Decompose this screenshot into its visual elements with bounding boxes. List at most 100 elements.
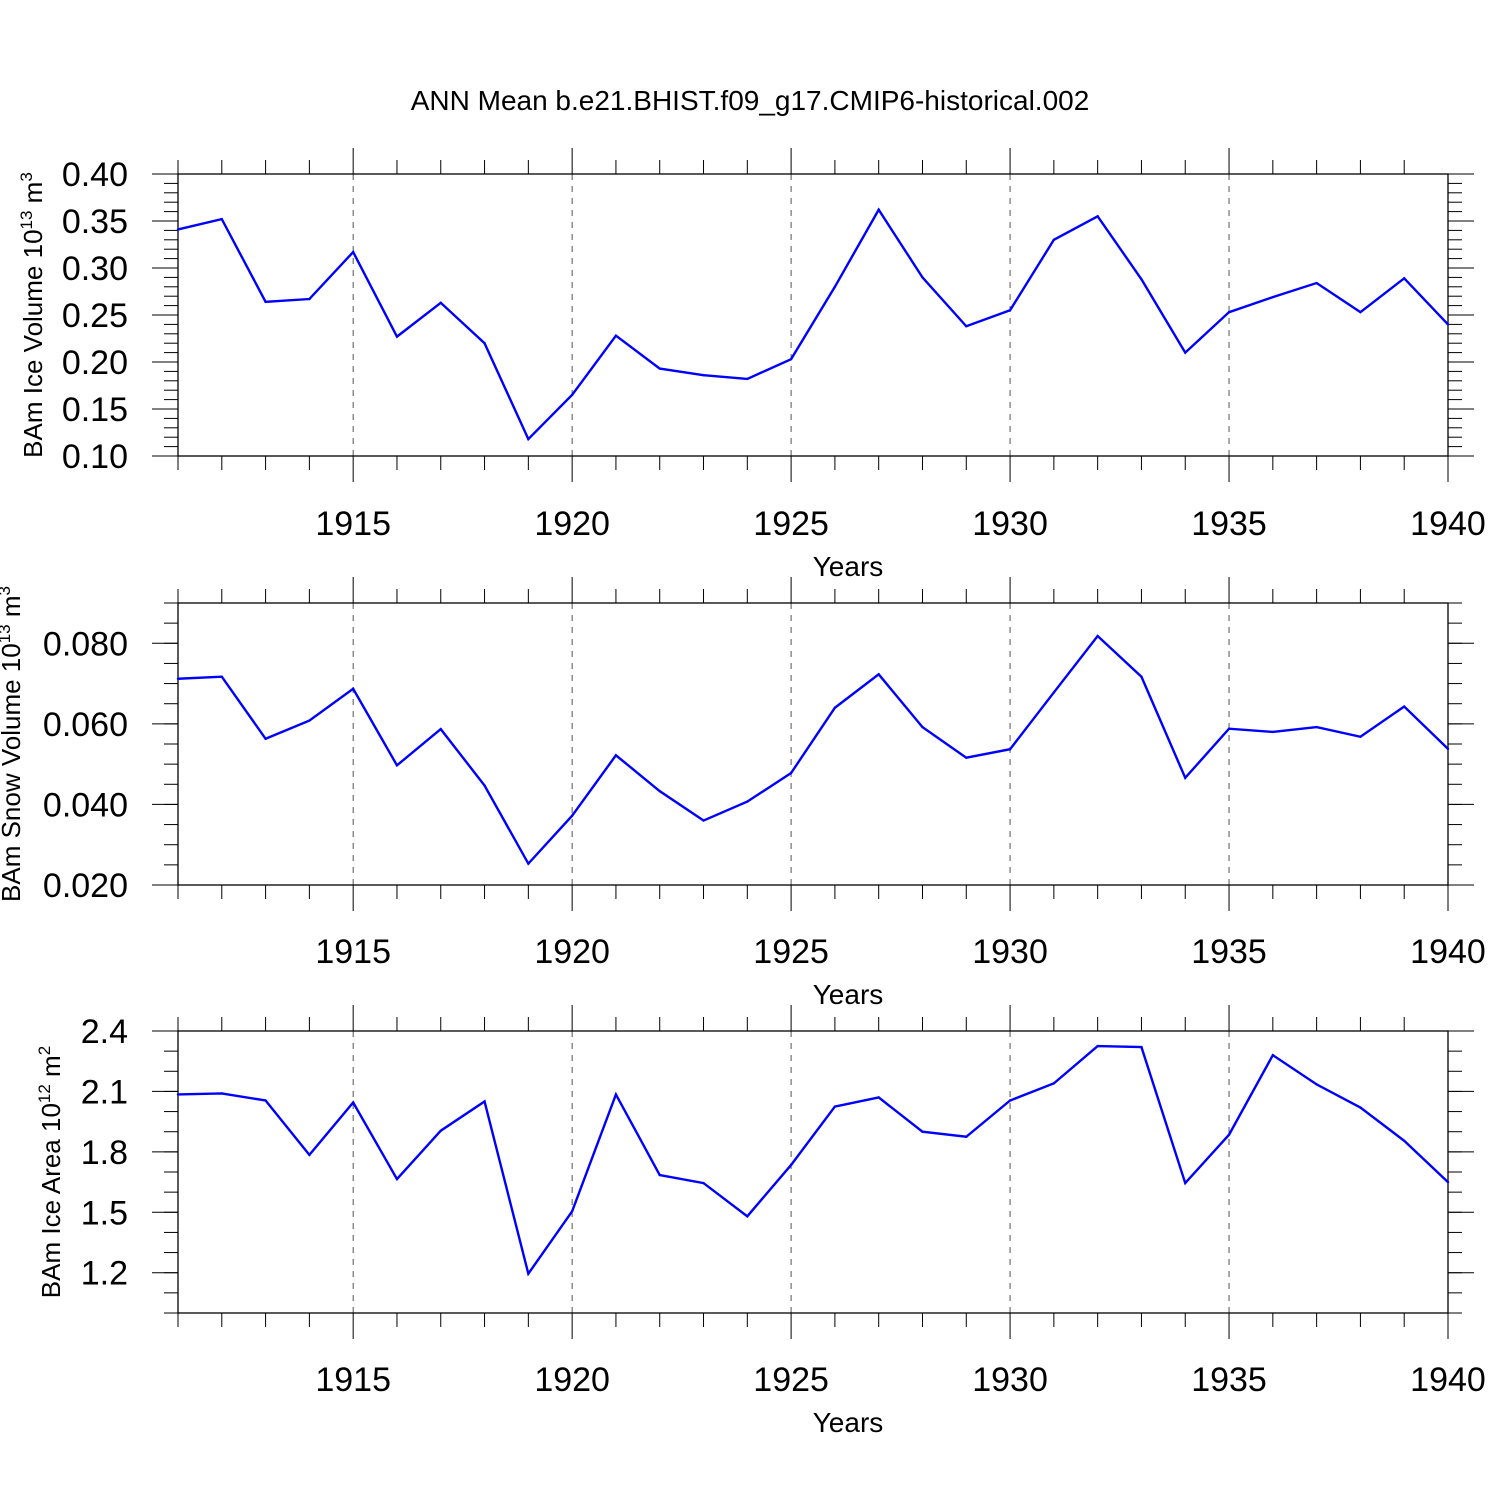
- y-axis-label: BAm Ice Area 1012 m2: [35, 1046, 66, 1298]
- data-point: [614, 334, 618, 337]
- y-tick-label: 0.40: [62, 156, 128, 194]
- data-point: [483, 342, 486, 345]
- data-point: [220, 1092, 223, 1095]
- data-point: [308, 719, 311, 722]
- y-label-unit: m: [0, 595, 26, 624]
- data-point: [1315, 725, 1318, 729]
- x-tick-label: 1925: [753, 505, 829, 543]
- data-point: [1403, 277, 1406, 280]
- x-tick-label: 1920: [534, 505, 610, 543]
- data-point: [833, 1105, 837, 1108]
- y-tick-label: 1.2: [81, 1255, 128, 1293]
- y-label-exponent: 13: [17, 211, 36, 230]
- data-point: [527, 437, 530, 441]
- data-point: [1140, 278, 1143, 281]
- y-axis-label: BAm Snow Volume 1013 m3: [0, 586, 26, 902]
- x-tick-label: 1915: [315, 1361, 391, 1399]
- data-point: [877, 1096, 880, 1099]
- data-point: [921, 725, 924, 729]
- data-point: [395, 764, 399, 767]
- x-tick-label: 1940: [1410, 933, 1486, 971]
- panel-3: 1.2 1.5 1.8 2.1 2.4 1915 1920 1925 1930 1935 1940 Y…: [35, 1005, 1486, 1438]
- data-point: [264, 300, 267, 304]
- x-tick-label: 1930: [972, 933, 1048, 971]
- x-tick-label: 1915: [315, 933, 391, 971]
- data-point: [1008, 1099, 1012, 1102]
- x-axis-label: Years: [813, 1407, 884, 1438]
- y-label-exponent: 13: [0, 624, 14, 643]
- y-label-unit-exponent: 3: [17, 172, 36, 181]
- y-tick-label: 1.5: [81, 1194, 128, 1232]
- data-point: [1052, 691, 1056, 694]
- y-tick-label: 2.4: [81, 1013, 128, 1051]
- y-label-main: BAm Snow Volume 10: [0, 643, 26, 902]
- data-point: [658, 367, 661, 370]
- y-tick-label: 0.040: [43, 786, 128, 824]
- data-point: [746, 800, 749, 803]
- x-tick-label: 1930: [972, 505, 1048, 543]
- data-point: [789, 1163, 793, 1167]
- data-point: [1446, 1180, 1450, 1184]
- data-point: [1271, 730, 1275, 734]
- data-point: [658, 1173, 661, 1177]
- plot-frame: [177, 1030, 1449, 1314]
- data-point: [746, 1215, 749, 1218]
- y-tick-label: 0.30: [62, 250, 128, 288]
- x-tick-label: 1935: [1191, 1361, 1267, 1399]
- x-tick-label: 1940: [1410, 1361, 1486, 1399]
- data-point: [877, 208, 880, 211]
- data-point: [176, 228, 180, 231]
- data-point: [220, 675, 223, 678]
- data-point: [789, 357, 793, 361]
- data-point: [702, 1181, 705, 1185]
- x-axis-label: Years: [813, 551, 884, 582]
- data-point: [1359, 1106, 1362, 1109]
- data-point: [1096, 634, 1099, 638]
- x-tick-label: 1920: [534, 1361, 610, 1399]
- data-point: [1403, 705, 1406, 708]
- y-label-unit: m: [18, 182, 48, 211]
- data-point: [1315, 1083, 1318, 1086]
- data-point: [1446, 323, 1450, 326]
- data-point: [351, 250, 355, 254]
- data-point: [308, 297, 311, 301]
- data-point: [570, 393, 574, 397]
- x-tick-label: 1920: [534, 933, 610, 971]
- data-point: [395, 1177, 399, 1181]
- x-tick-label: 1925: [753, 933, 829, 971]
- data-point: [527, 862, 530, 865]
- y-axis-label: BAm Ice Volume 1013 m3: [17, 172, 48, 458]
- data-point: [395, 335, 399, 338]
- x-tick-label: 1930: [972, 1361, 1048, 1399]
- x-tick-label: 1915: [315, 505, 391, 543]
- data-point: [921, 276, 924, 279]
- data-point: [1140, 1045, 1143, 1049]
- data-point: [176, 1093, 180, 1096]
- panel-1: 0.10 0.15 0.20 0.25 0.30 0.35 0.40 1915 1920 1925…: [17, 148, 1486, 582]
- y-tick-label: 0.35: [62, 203, 128, 241]
- data-point: [176, 677, 180, 680]
- y-label-unit-exponent: 3: [0, 586, 14, 595]
- data-point: [921, 1130, 924, 1133]
- x-axis-label: Years: [813, 979, 884, 1010]
- plot-frame: [177, 173, 1449, 457]
- data-point: [833, 706, 837, 709]
- data-point: [833, 285, 837, 288]
- data-point: [483, 1100, 486, 1103]
- data-point: [1227, 310, 1231, 314]
- series-line: [177, 634, 1449, 866]
- data-point: [439, 1129, 442, 1132]
- y-tick-label: 0.25: [62, 297, 128, 335]
- data-point: [220, 217, 223, 221]
- data-point: [965, 325, 968, 328]
- data-point: [264, 1099, 267, 1102]
- data-point: [746, 377, 749, 381]
- y-label-exponent: 12: [35, 1084, 54, 1103]
- data-point: [789, 771, 793, 775]
- series-line: [177, 1044, 1449, 1277]
- data-point: [439, 727, 442, 731]
- data-point: [1184, 1181, 1187, 1185]
- y-tick-label: 0.080: [43, 625, 128, 663]
- data-point: [1227, 727, 1231, 730]
- data-point: [614, 754, 618, 757]
